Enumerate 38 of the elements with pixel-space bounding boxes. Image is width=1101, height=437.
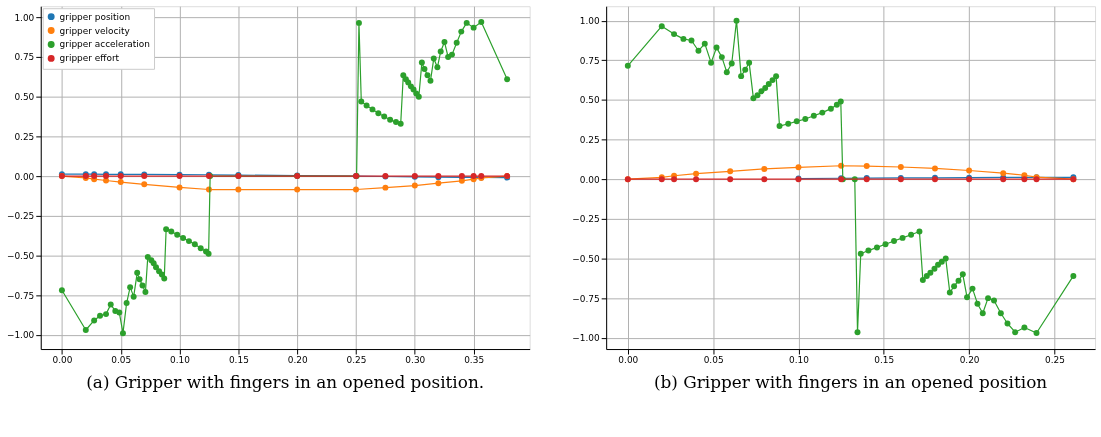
y-tick-label: 0.00 xyxy=(579,174,600,185)
text: (b) Gripper with fingers in an opened position xyxy=(653,371,1048,392)
x-tick-label: 0.35 xyxy=(464,355,485,366)
y-tick-label: −0.75 xyxy=(6,290,35,301)
y-tick-label: −0.25 xyxy=(572,214,600,225)
x-tick-label: 0.20 xyxy=(959,355,980,366)
x-tick-label: 0.05 xyxy=(111,355,132,366)
y-tick-label: 0.00 xyxy=(14,171,35,182)
y-tick-label: 0.50 xyxy=(14,92,35,103)
y-tick-label: −0.50 xyxy=(572,253,600,264)
x-tick-label: 0.10 xyxy=(170,355,191,366)
x-tick-label: 0.15 xyxy=(228,355,249,366)
x-tick-label: 0.30 xyxy=(405,355,426,366)
legend-label: gripper position xyxy=(59,11,131,22)
x-tick-label: 0.20 xyxy=(287,355,308,366)
y-tick-label: −0.75 xyxy=(572,293,600,304)
x-tick-label: 0.25 xyxy=(346,355,367,366)
y-tick-label: 1.00 xyxy=(579,16,600,27)
x-tick-label: 0.25 xyxy=(1044,355,1065,366)
text: (a) Gripper with fingers in an opened position. xyxy=(86,371,485,392)
x-tick-label: 0.10 xyxy=(789,355,810,366)
y-tick-label: −1.00 xyxy=(572,333,600,344)
x-tick-label: 0.00 xyxy=(52,355,73,366)
y-tick-label: −1.00 xyxy=(6,330,35,341)
legend-label: gripper effort xyxy=(59,53,120,64)
y-tick-label: −0.25 xyxy=(6,211,35,222)
y-tick-label: −0.50 xyxy=(6,250,35,261)
y-tick-label: 0.25 xyxy=(579,135,600,146)
x-tick-label: 0.05 xyxy=(703,355,724,366)
x-tick-label: 0.00 xyxy=(618,355,639,366)
legend-label: gripper acceleration xyxy=(59,39,150,50)
y-tick-label: 1.00 xyxy=(14,12,35,23)
y-tick-label: 0.25 xyxy=(14,131,35,142)
legend-label: gripper velocity xyxy=(59,25,131,36)
x-tick-label: 0.15 xyxy=(874,355,895,366)
y-tick-label: 0.50 xyxy=(579,95,600,106)
y-tick-label: 0.75 xyxy=(14,52,35,63)
y-tick-label: 0.75 xyxy=(579,55,600,66)
